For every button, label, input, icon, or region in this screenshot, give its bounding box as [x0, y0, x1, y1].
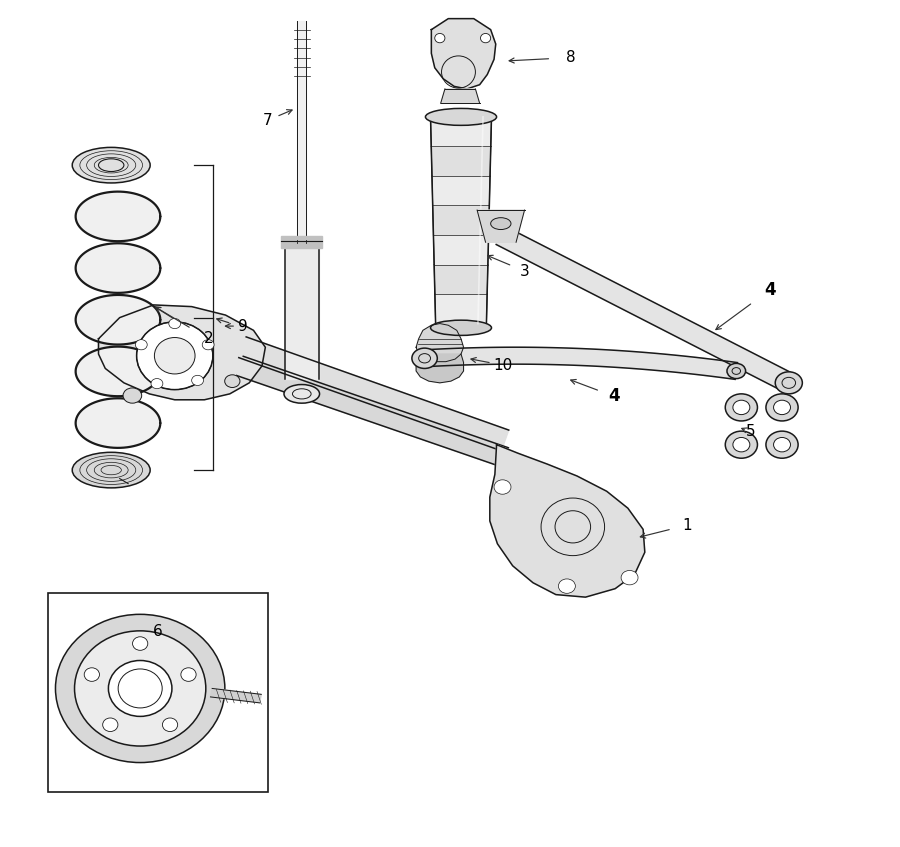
Polygon shape	[297, 21, 306, 241]
Text: 2: 2	[203, 331, 213, 346]
Polygon shape	[433, 206, 490, 235]
Ellipse shape	[56, 614, 225, 762]
Text: 4: 4	[764, 280, 776, 299]
Ellipse shape	[766, 431, 798, 458]
Ellipse shape	[491, 218, 511, 230]
Ellipse shape	[72, 452, 150, 488]
Polygon shape	[238, 337, 508, 451]
Ellipse shape	[494, 479, 511, 495]
Polygon shape	[282, 236, 322, 248]
Polygon shape	[76, 295, 160, 345]
Text: 8: 8	[566, 50, 576, 65]
Text: 7: 7	[263, 113, 273, 128]
Ellipse shape	[284, 385, 319, 403]
Polygon shape	[477, 210, 525, 242]
Polygon shape	[434, 235, 489, 264]
Text: 3: 3	[519, 263, 529, 279]
Polygon shape	[416, 354, 464, 383]
Ellipse shape	[103, 718, 118, 732]
Ellipse shape	[192, 375, 203, 385]
Ellipse shape	[774, 437, 790, 452]
Ellipse shape	[775, 372, 803, 394]
Ellipse shape	[75, 631, 206, 746]
Ellipse shape	[727, 363, 745, 379]
Ellipse shape	[430, 320, 491, 335]
Text: 5: 5	[746, 424, 755, 440]
Polygon shape	[424, 347, 737, 379]
Polygon shape	[76, 191, 160, 241]
Ellipse shape	[135, 340, 148, 350]
Polygon shape	[76, 398, 160, 448]
Polygon shape	[431, 19, 496, 89]
Bar	[48, 593, 268, 792]
Ellipse shape	[725, 431, 758, 458]
Ellipse shape	[137, 322, 212, 390]
Text: 4: 4	[608, 387, 620, 406]
Ellipse shape	[181, 667, 196, 681]
Ellipse shape	[733, 437, 750, 452]
Ellipse shape	[426, 108, 497, 125]
Ellipse shape	[108, 661, 172, 717]
Ellipse shape	[733, 401, 750, 415]
Ellipse shape	[435, 34, 445, 43]
Ellipse shape	[725, 394, 758, 421]
Polygon shape	[211, 689, 261, 703]
Polygon shape	[496, 226, 794, 392]
Polygon shape	[432, 176, 491, 206]
Ellipse shape	[72, 147, 150, 183]
Ellipse shape	[481, 34, 491, 43]
Polygon shape	[430, 117, 491, 147]
Ellipse shape	[766, 394, 798, 421]
Text: 1: 1	[682, 518, 692, 533]
Ellipse shape	[412, 348, 437, 368]
Ellipse shape	[155, 337, 195, 374]
Text: 6: 6	[153, 623, 163, 639]
Polygon shape	[98, 305, 266, 400]
Ellipse shape	[169, 318, 181, 329]
Ellipse shape	[621, 571, 638, 584]
Text: 9: 9	[238, 318, 248, 334]
Text: 10: 10	[493, 357, 512, 373]
Ellipse shape	[774, 401, 790, 415]
Polygon shape	[284, 241, 319, 379]
Polygon shape	[237, 357, 508, 467]
Ellipse shape	[132, 637, 148, 650]
Ellipse shape	[151, 379, 163, 389]
Ellipse shape	[123, 388, 141, 403]
Polygon shape	[416, 324, 464, 362]
Polygon shape	[431, 147, 490, 176]
Ellipse shape	[202, 340, 214, 350]
Ellipse shape	[225, 374, 240, 388]
Ellipse shape	[85, 667, 100, 681]
Polygon shape	[76, 346, 160, 396]
Polygon shape	[76, 243, 160, 293]
Ellipse shape	[558, 579, 575, 594]
Polygon shape	[435, 294, 487, 324]
Polygon shape	[490, 445, 644, 597]
Polygon shape	[441, 89, 480, 103]
Polygon shape	[434, 264, 488, 294]
Ellipse shape	[162, 718, 177, 732]
